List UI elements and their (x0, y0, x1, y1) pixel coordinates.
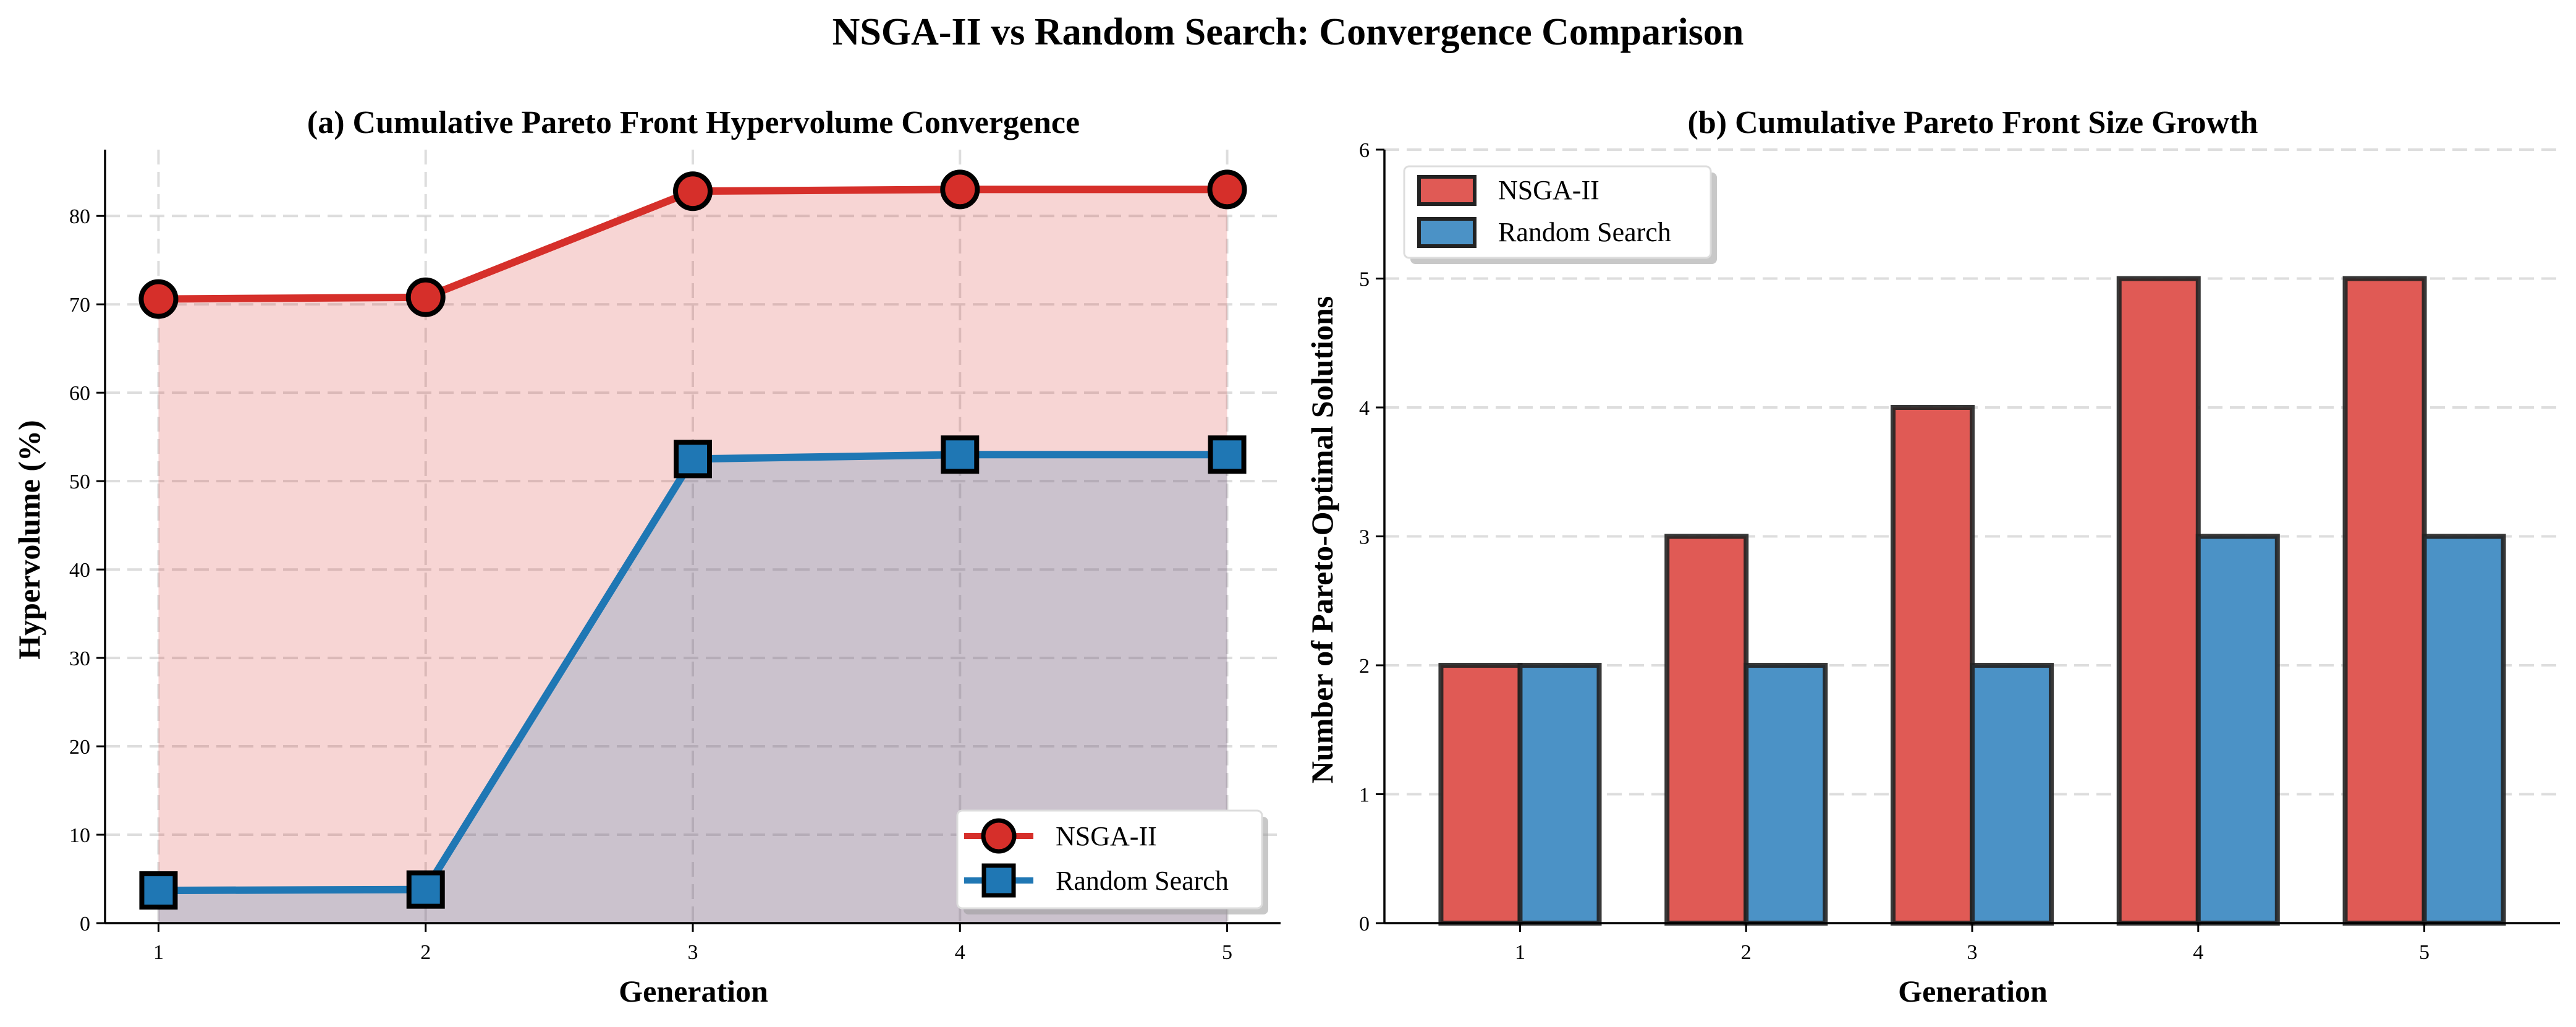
y-tick-label: 5 (1359, 268, 1370, 291)
legend-nsga-label: NSGA-II (1056, 821, 1157, 851)
pareto-size-axes: 0 1 2 3 4 5 6 1 2 3 4 5 (1359, 139, 2560, 964)
random-bar (1743, 663, 1828, 926)
pareto-size-legend: NSGA-II Random Search (1403, 165, 1717, 264)
legend-random-swatch (1417, 217, 1477, 248)
legend-box (1403, 165, 1712, 259)
x-tick-label: 2 (420, 941, 431, 964)
x-tick-label: 4 (955, 941, 965, 964)
hypervolume-legend: NSGA-II Random Search (956, 809, 1268, 914)
y-tick-label: 70 (69, 294, 90, 317)
hypervolume-grid (105, 150, 1281, 923)
hypervolume-chart-title: (a) Cumulative Pareto Front Hypervolume … (307, 105, 1080, 140)
random-point (941, 435, 980, 474)
legend-box (956, 809, 1263, 910)
random-bar (1970, 663, 2054, 926)
random-bar (1517, 663, 1602, 926)
nsga-point (940, 169, 980, 210)
y-tick-label: 4 (1359, 397, 1370, 420)
random-point (139, 871, 178, 910)
hypervolume-axes: 0 10 20 30 40 50 60 70 80 1 2 3 4 5 (69, 150, 1281, 964)
nsga-bar (1438, 663, 1523, 926)
hypervolume-area-fills (158, 189, 1227, 923)
y-tick-label: 10 (69, 824, 90, 847)
hypervolume-y-axis-label: Hypervolume (%) (12, 420, 46, 659)
pareto-size-bars (1438, 276, 2506, 926)
random-point (406, 870, 445, 909)
nsga-bar (1890, 405, 1975, 926)
x-tick-label: 1 (153, 941, 164, 964)
y-tick-label: 0 (80, 913, 90, 935)
nsga-point (673, 171, 713, 211)
legend-random-label: Random Search (1056, 866, 1229, 896)
nsga-bar (2342, 276, 2427, 926)
x-tick-label: 1 (1515, 941, 1525, 964)
legend-random-marker (981, 863, 1016, 898)
legend-nsga-label: NSGA-II (1498, 175, 1599, 205)
nsga-point (138, 279, 179, 319)
y-tick-label: 60 (69, 382, 90, 405)
random-point (674, 440, 712, 479)
x-tick-label: 3 (1967, 941, 1978, 964)
y-tick-label: 2 (1359, 655, 1370, 678)
y-tick-label: 40 (69, 559, 90, 582)
pareto-size-chart: (b) Cumulative Pareto Front Size Growth … (1305, 105, 2560, 1008)
hypervolume-chart: (a) Cumulative Pareto Front Hypervolume … (12, 105, 1281, 1008)
figure-title: NSGA-II vs Random Search: Convergence Co… (833, 11, 1744, 53)
nsga-bar (1664, 534, 1749, 926)
hypervolume-x-axis-label: Generation (619, 974, 768, 1008)
legend-random-label: Random Search (1498, 217, 1671, 247)
y-tick-label: 80 (69, 205, 90, 228)
nsga-point (1207, 169, 1247, 210)
y-tick-label: 50 (69, 471, 90, 493)
nsga-point (405, 277, 446, 317)
y-tick-label: 0 (1359, 913, 1370, 935)
y-tick-label: 3 (1359, 526, 1370, 549)
y-tick-label: 30 (69, 647, 90, 670)
x-tick-label: 4 (2193, 941, 2203, 964)
y-tick-label: 6 (1359, 139, 1370, 162)
y-tick-label: 1 (1359, 784, 1370, 807)
area-fill-random (158, 454, 1227, 923)
pareto-size-y-axis-label: Number of Pareto-Optimal Solutions (1305, 296, 1339, 783)
random-bar (2421, 534, 2506, 926)
pareto-size-x-axis-label: Generation (1898, 974, 2048, 1008)
x-tick-label: 2 (1741, 941, 1752, 964)
y-tick-label: 20 (69, 736, 90, 759)
legend-nsga-marker (981, 818, 1017, 854)
random-point (1208, 435, 1247, 474)
legend-nsga-swatch (1417, 175, 1477, 206)
x-tick-label: 5 (2419, 941, 2430, 964)
x-tick-label: 3 (688, 941, 698, 964)
hypervolume-markers (138, 169, 1247, 910)
pareto-size-chart-title: (b) Cumulative Pareto Front Size Growth (1688, 105, 2258, 140)
x-tick-label: 5 (1222, 941, 1232, 964)
nsga-bar (2116, 276, 2201, 926)
random-bar (2195, 534, 2280, 926)
area-fill-nsga (158, 189, 1227, 923)
